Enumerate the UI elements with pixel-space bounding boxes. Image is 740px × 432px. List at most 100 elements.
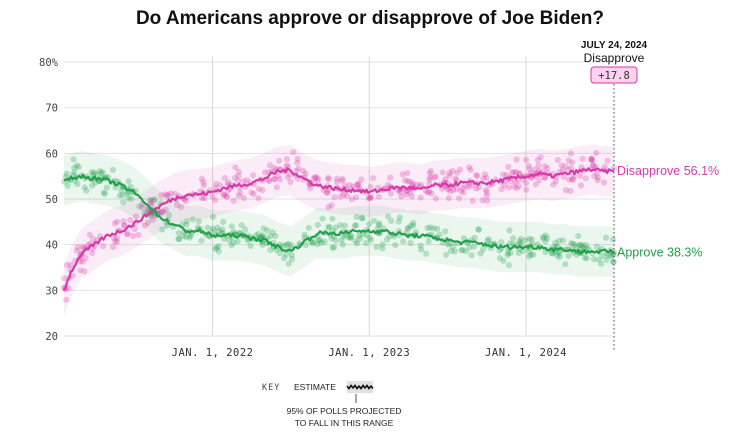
disapprove-poll-dot [532,181,540,188]
disapprove-poll-dot [325,176,332,183]
disapprove-poll-dot [135,232,142,239]
approve-poll-dot [259,232,267,239]
disapprove-poll-dot [365,194,372,202]
disapprove-poll-dot [223,192,230,199]
disapprove-poll-dot [141,222,149,229]
disapprove-poll-dot [89,250,96,257]
approve-poll-dot [357,235,364,242]
approve-poll-dot [610,236,617,243]
approve-poll-dot [318,239,325,246]
disapprove-poll-dot [467,166,474,173]
disapprove-poll-dot [240,178,247,185]
approve-poll-dot [544,235,551,242]
approve-poll-dot [353,222,360,229]
approve-poll-dot [462,248,469,255]
approve-poll-dot [228,223,235,230]
key-estimate-line [346,384,374,390]
approve-poll-dot [128,195,135,202]
disapprove-poll-dot [432,195,439,202]
disapprove-poll-dot [458,188,465,195]
approve-poll-dot [314,221,321,228]
disapprove-poll-dot [562,187,570,194]
disapprove-poll-dot [209,193,216,200]
disapprove-poll-dot [159,209,166,216]
approve-poll-dot [309,240,317,247]
disapprove-poll-dot [593,149,600,157]
approve-poll-dot [99,169,106,176]
disapprove-poll-dot [237,189,244,196]
approve-poll-dot [516,238,523,245]
disapprove-poll-dot [367,184,374,191]
approve-poll-dot [423,250,430,257]
disapprove-poll-dot [510,169,517,176]
approve-poll-dot [404,225,412,232]
disapprove-poll-dot [182,198,189,205]
disapprove-poll-dot [110,244,117,251]
approve-poll-dot [505,262,513,269]
disapprove-poll-dot [290,149,297,156]
disapprove-poll-dot [67,261,74,268]
disapprove-poll-dot [172,190,179,197]
approve-poll-dot [379,241,386,248]
y-tick-label: 80% [39,57,59,69]
approve-poll-dot [556,249,563,257]
approve-poll-dot [555,237,563,244]
approve-poll-dot [195,218,202,225]
disapprove-poll-dot [63,261,71,269]
disapprove-poll-dot [63,296,70,303]
disapprove-poll-dot [465,183,472,191]
approve-poll-dot [379,245,386,252]
disapprove-poll-dot [310,175,317,182]
disapprove-poll-dot [358,176,365,183]
approve-poll-dot [506,227,513,234]
approve-poll-dot [260,225,267,232]
approve-poll-dot [326,223,333,230]
disapprove-poll-dot [468,182,475,189]
disapprove-poll-dot [333,178,341,186]
approve-poll-dot [528,236,535,243]
annotation-value-box [590,66,638,84]
approve-poll-dot [498,239,505,246]
approve-poll-dot [424,224,431,232]
approve-poll-dot [602,234,610,241]
disapprove-poll-dot [275,173,282,180]
approve-poll-dot [484,237,491,244]
disapprove-poll-dot [562,163,569,170]
disapprove-poll-dot [588,155,595,162]
disapprove-poll-dot [100,243,107,250]
disapprove-poll-dot [177,204,185,211]
approve-poll-dot [329,244,336,251]
approve-poll-dot [610,259,617,266]
approve-poll-dot [272,232,279,240]
disapprove-poll-dot [324,189,331,196]
approve-poll-dot [319,215,326,222]
key-estimate-label: ESTIMATE [294,382,336,392]
disapprove-poll-dot [164,192,171,199]
approve-poll-dot [404,225,412,232]
disapprove-poll-dot [541,174,548,181]
disapprove-poll-dot [594,174,602,181]
approve-poll-dot [89,182,96,189]
approve-poll-dot [288,251,295,258]
approve-poll-dot [189,216,196,223]
approve-poll-dot [347,234,354,241]
disapprove-poll-dot [566,176,573,183]
approve-poll-dot [427,224,434,231]
disapprove-poll-dot [331,194,338,201]
disapprove-poll-dot [232,164,239,171]
disapprove-poll-dot [408,193,415,200]
disapprove-poll-dot [512,178,519,185]
disapprove-poll-dot [501,182,508,189]
approve-poll-dot [581,254,589,261]
disapprove-poll-dot [413,181,420,188]
disapprove-poll-dot [201,195,208,202]
approve-poll-dot [519,247,526,254]
approve-poll-dot [516,240,523,247]
disapprove-poll-dot [475,184,483,191]
approve-poll-dot [215,243,222,250]
disapprove-poll-dot [212,184,219,191]
disapprove-poll-dot [447,188,454,195]
disapprove-poll-dot [590,163,597,170]
approve-poll-dot [338,237,345,244]
disapprove-poll-dot [121,222,128,229]
